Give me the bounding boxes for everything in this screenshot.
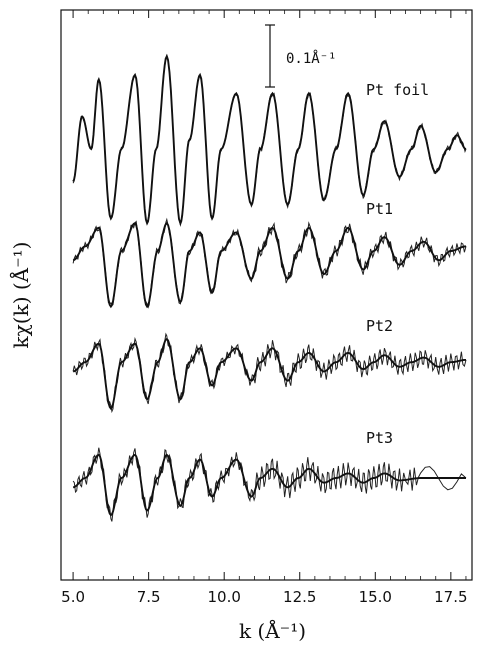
x-axis-title: k (Å⁻¹) <box>239 618 306 643</box>
plot-frame <box>60 9 473 581</box>
y-axis-title: kχ(k) (Å⁻¹) <box>8 242 33 349</box>
x-tick-label: 15.0 <box>359 588 392 606</box>
x-tick-label: 5.0 <box>61 588 85 606</box>
x-tick-label: 17.5 <box>434 588 467 606</box>
pt2-label: Pt2 <box>366 317 393 335</box>
pt3-fit-line <box>72 453 466 517</box>
x-tick-label: 12.5 <box>283 588 316 606</box>
x-tick-label: 7.5 <box>137 588 161 606</box>
pt-foil-fit-line <box>72 53 467 226</box>
pt1-label: Pt1 <box>366 200 393 218</box>
pt3-label: Pt3 <box>366 429 393 447</box>
x-tick-label: 10.0 <box>207 588 240 606</box>
pt1-fit-line <box>72 221 467 309</box>
pt-foil-label: Pt foil <box>366 81 429 99</box>
scale-bar-label: 0.1Å⁻¹ <box>286 50 337 67</box>
pt2-fit-line <box>72 337 466 410</box>
